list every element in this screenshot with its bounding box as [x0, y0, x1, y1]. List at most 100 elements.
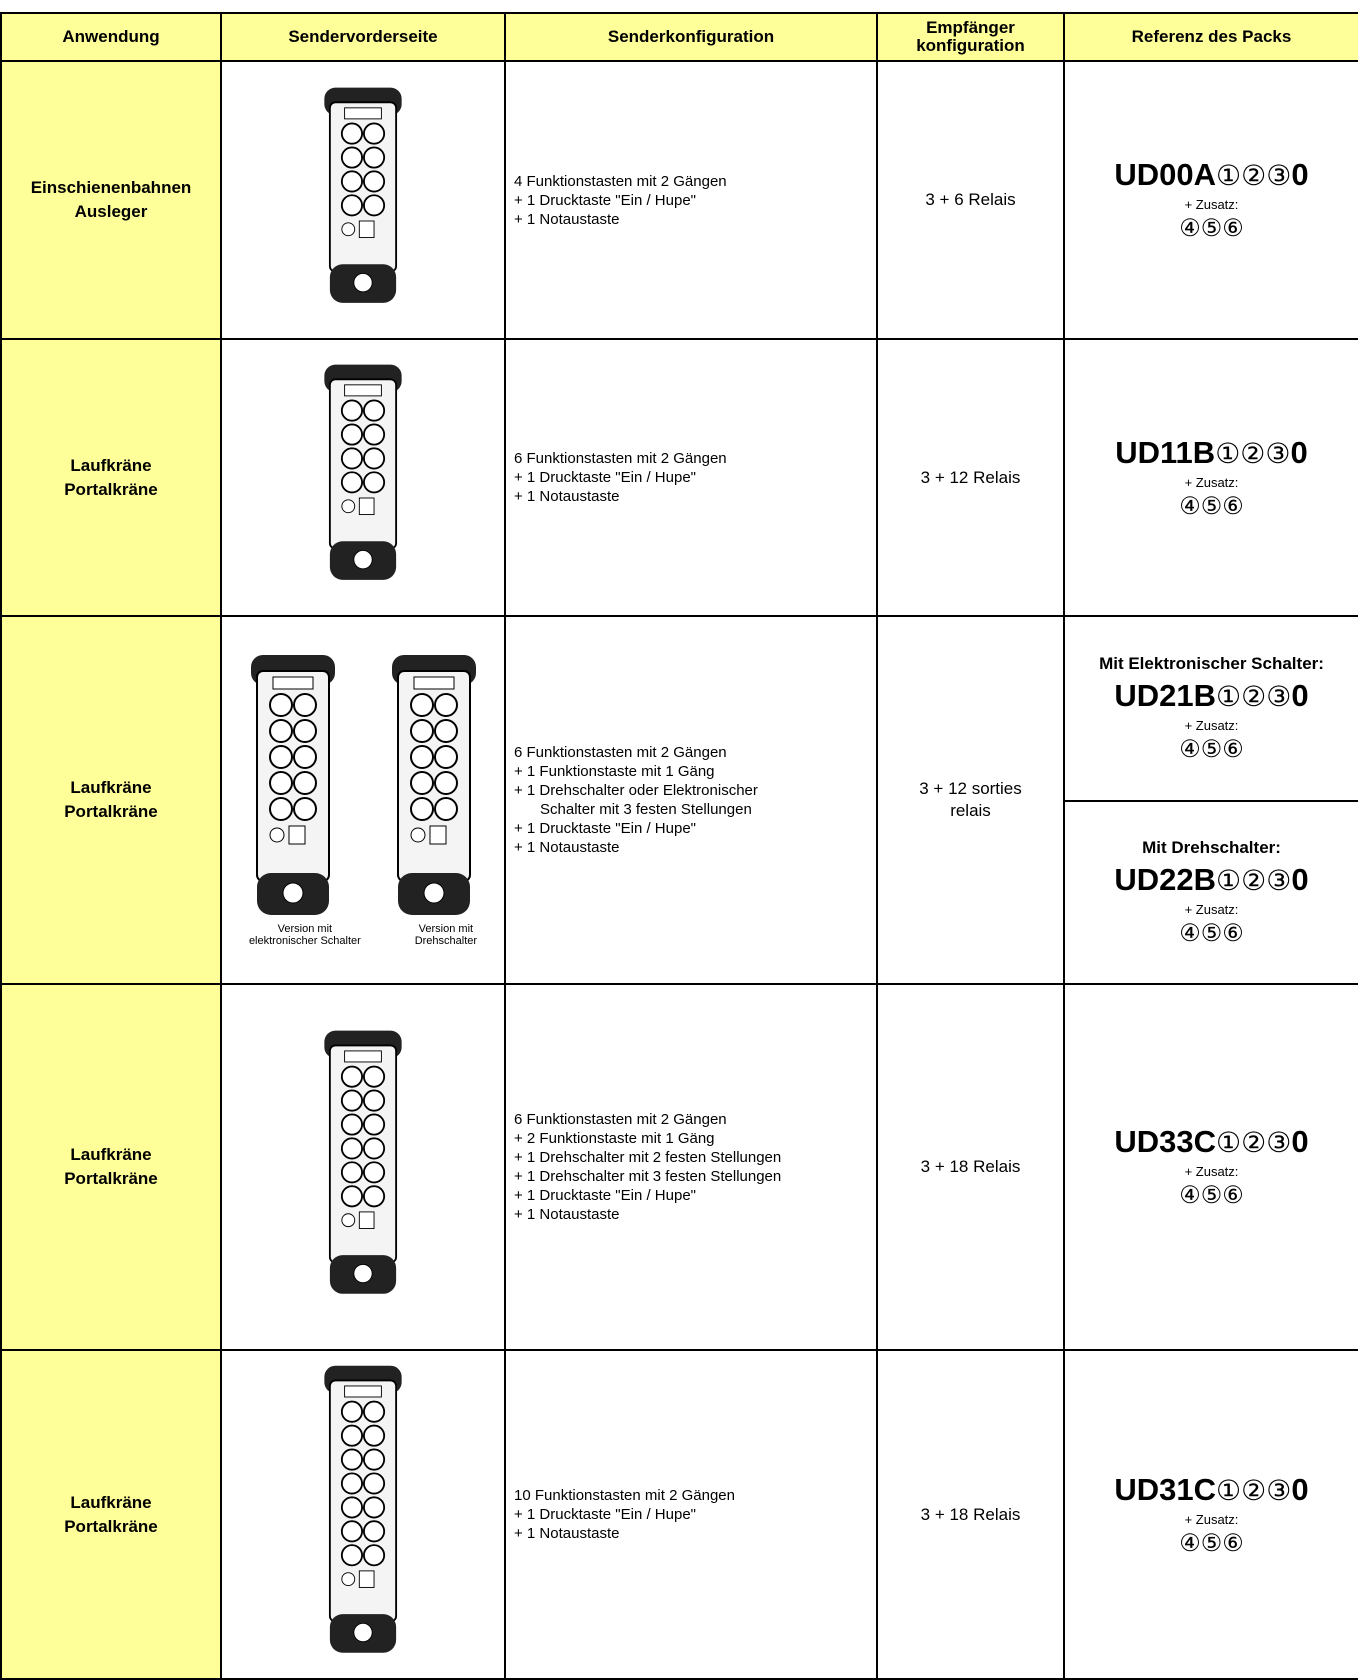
addon-label: + Zusatz:	[1184, 1511, 1239, 1527]
application-line: Laufkräne	[70, 455, 152, 475]
pack-suffix: 0	[1291, 677, 1309, 713]
caption-line: Drehschalter	[414, 935, 478, 947]
configuration-cell: 6 Funktionstasten mit 2 Gängen + 1 Funkti…	[504, 615, 878, 985]
receiver-line: 3 + 18 Relais	[920, 1157, 1021, 1176]
column-header: Sendervorderseite	[220, 12, 506, 62]
configuration-line: + 1 Drucktaste "Ein / Hupe"	[514, 820, 696, 837]
addon-label: + Zusatz:	[1184, 474, 1239, 490]
remote-wrap	[222, 76, 504, 325]
application-cell: Laufkräne Portalkräne	[0, 615, 222, 985]
addon-label: + Zusatz:	[1184, 901, 1239, 917]
application-line: Ausleger	[74, 202, 148, 221]
application-line: Laufkräne	[70, 778, 152, 797]
caption: Version mit elektronischer Schalter	[249, 923, 361, 947]
receiver-line: 3 + 12 sorties	[919, 779, 1022, 798]
remote-pair	[222, 653, 504, 923]
configuration-line: + 1 Drehschalter mit 2 festen Stellungen	[514, 1149, 782, 1166]
pack-options: ①②③	[1216, 1474, 1292, 1506]
addon-options: ④⑤⑥	[1179, 735, 1244, 763]
remote-wrap	[222, 353, 504, 602]
reference-cell: UD33C①②③0 + Zusatz: ④⑤⑥	[1063, 983, 1358, 1351]
pack-suffix: 0	[1291, 861, 1309, 897]
reference-code: UD33C①②③0	[1114, 1124, 1308, 1160]
pack-code: UD33C	[1114, 1124, 1217, 1159]
configuration-line: Schalter mit 3 festen Stellungen	[540, 801, 752, 818]
pack-code: UD11B	[1115, 434, 1216, 470]
addon-label: + Zusatz:	[1184, 717, 1239, 733]
transmitter-cell	[220, 1349, 506, 1680]
reference-code: UD21B①②③0	[1114, 678, 1308, 714]
reference-block: UD11B①②③0 + Zusatz: ④⑤⑥	[1065, 341, 1358, 614]
pack-suffix: 0	[1290, 434, 1308, 470]
receiver-cell: 3 + 12 sorties relais	[876, 615, 1065, 985]
remote-icon	[324, 1030, 402, 1294]
remote-wrap	[222, 1351, 504, 1678]
receiver-cell: 3 + 6 Relais	[876, 60, 1065, 340]
table-row: Laufkräne Portalkräne 10 Funktionstasten m…	[0, 1349, 1358, 1680]
table-row: Einschienenbahnen Ausleger 4 Funktionstast…	[0, 60, 1358, 340]
configuration-line: 4 Funktionstasten mit 2 Gängen	[514, 172, 727, 190]
receiver-cell: 3 + 12 Relais	[876, 338, 1065, 617]
pack-options: ①②③	[1216, 864, 1292, 896]
configuration-line: + 1 Notaustaste	[514, 1525, 620, 1542]
configuration-line: + 1 Drehschalter mit 3 festen Stellungen	[514, 1168, 782, 1185]
application-cell: Einschienenbahnen Ausleger	[0, 60, 222, 340]
addon-options: ④⑤⑥	[1179, 1182, 1244, 1209]
configuration-cell: 10 Funktionstasten mit 2 Gängen + 1 Druck…	[504, 1349, 878, 1680]
reference-code: UD00A①②③0	[1114, 157, 1308, 193]
pack-options: ①②③	[1216, 680, 1292, 712]
receiver-line: 3 + 12 Relais	[920, 467, 1021, 487]
captions: Version mit elektronischer Schalter Versio…	[222, 923, 504, 947]
configuration-line: + 1 Drucktaste "Ein / Hupe"	[514, 1506, 696, 1523]
pack-options: ①②③	[1216, 1127, 1292, 1158]
pack-options: ①②③	[1216, 160, 1292, 191]
pack-suffix: 0	[1291, 157, 1309, 192]
pack-code: UD21B	[1114, 677, 1217, 713]
remote-icon	[324, 364, 402, 580]
receiver-line: 3 + 6 Relais	[925, 190, 1016, 209]
application-line: Portalkräne	[64, 1516, 158, 1536]
remote-icon	[324, 1365, 402, 1653]
application-cell: Laufkräne Portalkräne	[0, 983, 222, 1351]
pack-options: ①②③	[1215, 437, 1291, 469]
reference-block: Mit Elektronischer Schalter: UD21B①②③0 + Z…	[1065, 617, 1358, 800]
reference-cell: UD31C①②③0 + Zusatz: ④⑤⑥	[1063, 1349, 1358, 1680]
pack-suffix: 0	[1291, 1124, 1309, 1159]
reference-block: Mit Drehschalter: UD22B①②③0 + Zusatz: ④⑤⑥	[1065, 800, 1358, 983]
receiver-line: 3 + 18 Relais	[920, 1504, 1021, 1524]
configuration-line: 6 Funktionstasten mit 2 Gängen	[514, 744, 727, 761]
column-header-line: konfiguration	[916, 36, 1025, 55]
reference-cell: UD11B①②③0 + Zusatz: ④⑤⑥	[1063, 338, 1358, 617]
remote-icon	[324, 87, 402, 303]
application-line: Portalkräne	[64, 1169, 158, 1188]
reference-code: UD31C①②③0	[1114, 1472, 1308, 1508]
application-line: Laufkräne	[70, 1145, 152, 1164]
application-line: Portalkräne	[64, 479, 158, 499]
configuration-cell: 6 Funktionstasten mit 2 Gängen + 1 Druckt…	[504, 338, 878, 617]
addon-label: + Zusatz:	[1184, 197, 1239, 212]
configuration-line: + 1 Drucktaste "Ein / Hupe"	[514, 469, 696, 486]
configuration-line: + 1 Notaustaste	[514, 488, 620, 505]
reference-code: UD11B①②③0	[1115, 435, 1308, 471]
caption-line: Version mit	[277, 923, 333, 935]
addon-options: ④⑤⑥	[1179, 215, 1244, 242]
column-header: Senderkonfiguration	[504, 12, 878, 62]
configuration-line: + 2 Funktionstaste mit 1 Gäng	[514, 1130, 715, 1147]
application-line: Laufkräne	[70, 1492, 152, 1512]
column-header: Anwendung	[0, 12, 222, 62]
header-row: Anwendung Sendervorderseite Senderkonfigur…	[0, 12, 1358, 62]
table-row: Laufkräne Portalkräne 6 Funktionstasten mi…	[0, 338, 1358, 617]
caption-line: Version mit	[418, 923, 474, 935]
addon-options: ④⑤⑥	[1179, 492, 1244, 520]
application-line: Portalkräne	[64, 802, 158, 821]
reference-block: UD00A①②③0 + Zusatz: ④⑤⑥	[1065, 63, 1358, 337]
application-cell: Laufkräne Portalkräne	[0, 1349, 222, 1680]
caption: Version mit Drehschalter	[415, 923, 477, 947]
remote-icon	[391, 655, 476, 915]
configuration-line: 6 Funktionstasten mit 2 Gängen	[514, 1111, 727, 1128]
pack-table: Anwendung Sendervorderseite Senderkonfigur…	[0, 12, 1358, 1680]
application-cell: Laufkräne Portalkräne	[0, 338, 222, 617]
configuration-line: + 1 Drucktaste "Ein / Hupe"	[514, 191, 696, 209]
table-row: Laufkräne Portalkräne 6 Funktionstasten mi…	[0, 983, 1358, 1351]
